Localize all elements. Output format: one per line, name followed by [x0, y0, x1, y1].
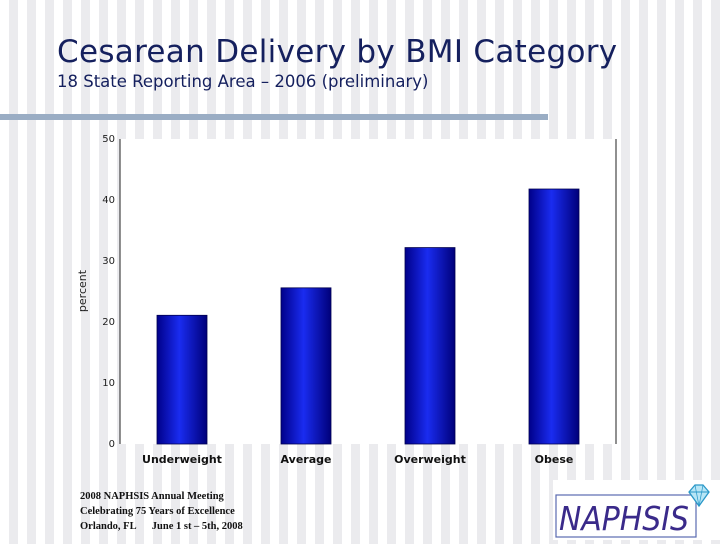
naphsis-logo: NAPHSIS [553, 480, 720, 540]
bar-average [280, 287, 332, 445]
x-tick-label: Obese [535, 453, 574, 466]
y-tick-label: 20 [102, 317, 115, 328]
y-tick-label: 10 [102, 378, 115, 389]
bar-chart: 0 10 20 30 40 50 Underweight Average Overweight… [76, 134, 617, 466]
bar-underweight [156, 314, 208, 445]
title-divider [0, 114, 548, 120]
slide-title: Cesarean Delivery by BMI Category [57, 34, 618, 70]
y-tick-label: 30 [102, 256, 115, 267]
y-tick-label: 0 [109, 439, 115, 450]
logo-wordmark: NAPHSIS [559, 499, 689, 538]
bar-overweight [404, 247, 456, 445]
footer-location-date: Orlando, FL June 1 st – 5th, 2008 [80, 521, 243, 532]
y-tick-label: 50 [102, 134, 115, 145]
y-tick-label: 40 [102, 195, 115, 206]
x-tick-label: Underweight [142, 453, 222, 466]
bar-obese [528, 188, 580, 445]
y-axis-label: percent [76, 269, 89, 312]
footer-text: 2008 NAPHSIS Annual Meeting Celebrating … [80, 489, 243, 534]
diamond-icon [688, 484, 710, 508]
x-tick-label: Average [281, 453, 332, 466]
footer-celebration: Celebrating 75 Years of Excellence [80, 506, 235, 517]
footer-meeting: 2008 NAPHSIS Annual Meeting [80, 491, 224, 502]
slide-subtitle: 18 State Reporting Area – 2006 (prelimin… [57, 72, 429, 91]
x-tick-label: Overweight [394, 453, 466, 466]
